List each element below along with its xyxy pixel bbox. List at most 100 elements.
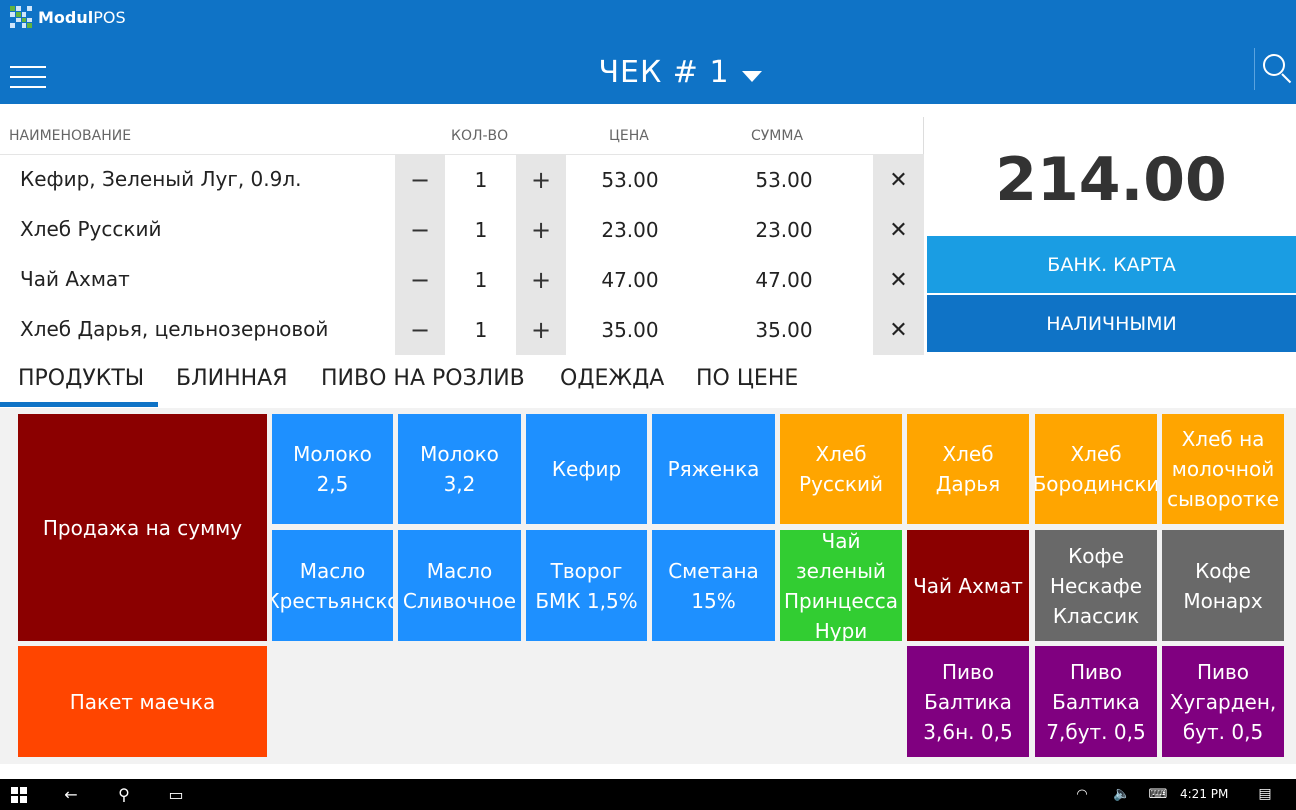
hamburger-menu-icon[interactable] (10, 66, 46, 90)
product-tile-label: Сметана 15% (668, 558, 759, 613)
wifi-icon[interactable]: ◠ (1076, 786, 1088, 802)
increase-qty-button[interactable]: + (516, 305, 566, 355)
taskbar-clock[interactable]: 4:21 PM (1180, 787, 1229, 801)
item-price: 35.00 (601, 318, 659, 342)
product-tile-label: Пиво Балтика 7,бут. 0,5 (1046, 659, 1146, 744)
product-tile-label: Пакет маечка (69, 689, 216, 714)
chevron-down-icon (741, 70, 762, 82)
pay-by-card-button[interactable]: БАНК. КАРТА (927, 236, 1296, 293)
product-tile[interactable]: Хлеб Русский (780, 414, 902, 524)
item-qty: 1 (474, 268, 488, 292)
increase-qty-button[interactable]: + (516, 205, 566, 255)
product-tile[interactable]: Продажа на сумму (18, 414, 267, 641)
remove-item-button[interactable]: ✕ (873, 255, 924, 305)
item-sum: 35.00 (755, 318, 813, 342)
decrease-qty-button[interactable]: − (395, 205, 445, 255)
windows-start-icon[interactable] (11, 787, 27, 803)
product-tile[interactable]: Сметана 15% (652, 530, 775, 641)
product-tile[interactable]: Хлеб Бородински (1035, 414, 1157, 524)
active-tab-indicator (0, 402, 158, 407)
product-tile[interactable]: Пиво Хугарден, бут. 0,5 (1162, 646, 1284, 757)
product-tile[interactable]: Хлеб Дарья (907, 414, 1029, 524)
item-price: 23.00 (601, 218, 659, 242)
product-tile[interactable]: Кофе Монарх (1162, 530, 1284, 641)
item-qty: 1 (474, 318, 488, 342)
product-tile-label: Хлеб Русский (799, 442, 883, 496)
tab-pancakes[interactable]: БЛИННАЯ (176, 366, 288, 391)
item-sum: 47.00 (755, 268, 813, 292)
taskbar-search-icon[interactable]: ⚲ (118, 784, 130, 804)
product-tile-label: Ряженка (667, 457, 760, 481)
item-price: 53.00 (601, 168, 659, 192)
item-name: Чай Ахмат (20, 267, 130, 291)
windows-taskbar: ← ⚲ ▭ ◠ 🔈 ⌨ 4:21 PM ▤ (0, 779, 1296, 810)
tab-by-price[interactable]: ПО ЦЕНЕ (696, 366, 799, 391)
product-tile[interactable]: Пакет маечка (18, 646, 267, 757)
task-view-icon[interactable]: ▭ (168, 784, 184, 804)
check-title: ЧЕК # 1 (598, 54, 730, 90)
item-qty: 1 (474, 218, 488, 242)
item-name: Хлеб Дарья, цельнозерновой (20, 317, 329, 341)
decrease-qty-button[interactable]: − (395, 255, 445, 305)
product-tile[interactable]: Масло Крестьянско (272, 530, 393, 641)
product-tile[interactable]: Хлеб на молочной сыворотке (1162, 414, 1284, 524)
product-tile-label: Творог БМК 1,5% (535, 558, 638, 613)
product-tile[interactable]: Молоко 3,2 (398, 414, 521, 524)
product-tile-label: Чай Ахмат (913, 573, 1023, 598)
column-header-qty: КОЛ-ВО (451, 128, 509, 144)
total-amount: 214.00 (995, 145, 1227, 215)
product-tile-label: Пиво Хугарден, бут. 0,5 (1169, 659, 1277, 744)
product-tile-label: Хлеб на молочной сыворотке (1167, 427, 1279, 511)
check-selector[interactable]: ЧЕК # 1 (560, 50, 800, 94)
increase-qty-button[interactable]: + (516, 255, 566, 305)
product-tile-label: Масло Крестьянско (272, 558, 393, 613)
product-tile[interactable]: Кофе Нескафе Классик (1035, 530, 1157, 641)
product-tile[interactable]: Чай Ахмат (907, 530, 1029, 641)
tab-draft-beer[interactable]: ПИВО НА РОЗЛИВ (321, 366, 525, 391)
item-sum: 53.00 (755, 168, 813, 192)
remove-item-button[interactable]: ✕ (873, 155, 924, 205)
increase-qty-button[interactable]: + (516, 155, 566, 205)
table-row: Хлеб Дарья, цельнозерновой − 1 +35.00 35.00 ✕ (0, 305, 924, 355)
receipt-rows: Кефир, Зеленый Луг, 0.9л. −1 +53.00 53.00 ✕ Х… (0, 155, 924, 355)
pay-by-cash-button[interactable]: НАЛИЧНЫМИ (927, 295, 1296, 352)
product-grid: Продажа на сумму Молоко 2,5 Молоко 3,2 Кефи… (0, 408, 1296, 764)
item-price: 47.00 (601, 268, 659, 292)
product-tile-label: Кофе Нескафе Классик (1049, 543, 1143, 628)
search-icon[interactable] (1254, 48, 1296, 90)
column-header-price: ЦЕНА (609, 128, 649, 144)
tab-clothing[interactable]: ОДЕЖДА (560, 366, 665, 391)
keyboard-icon[interactable]: ⌨ (1148, 786, 1168, 802)
product-tile[interactable]: Молоко 2,5 (272, 414, 393, 524)
table-row: Чай Ахмат − 1 +47.00 47.00 ✕ (0, 255, 924, 305)
notifications-icon[interactable]: ▤ (1258, 786, 1272, 802)
decrease-qty-button[interactable]: − (395, 305, 445, 355)
table-row: Хлеб Русский − 1 +23.00 23.00 ✕ (0, 205, 924, 255)
item-sum: 23.00 (755, 218, 813, 242)
receipt-table: НАИМЕНОВАНИЕ КОЛ-ВО ЦЕНА СУММА Кефир, Зе… (0, 117, 924, 355)
product-tile[interactable]: Масло Сливочное (398, 530, 521, 641)
product-tile[interactable]: Чай зеленый Принцесса Нури (780, 530, 902, 641)
item-name: Кефир, Зеленый Луг, 0.9л. (20, 167, 302, 191)
product-tile[interactable]: Ряженка (652, 414, 775, 524)
back-arrow-icon[interactable]: ← (64, 784, 78, 804)
product-tile-label: Кефир (551, 457, 622, 481)
product-tile-label: Кофе Монарх (1183, 558, 1263, 613)
app-header: ModulPOS ЧЕК # 1 (0, 0, 1296, 104)
product-tile-label: Продажа на сумму (42, 515, 243, 540)
product-tile[interactable]: Пиво Балтика 7,бут. 0,5 (1035, 646, 1157, 757)
volume-icon[interactable]: 🔈 (1113, 786, 1131, 802)
product-tile[interactable]: Кефир (526, 414, 647, 524)
category-tabs: ПРОДУКТЫ БЛИННАЯ ПИВО НА РОЗЛИВ ОДЕЖДА П… (0, 356, 1296, 408)
product-tile-label: Пиво Балтика 3,6н. 0,5 (923, 659, 1013, 744)
remove-item-button[interactable]: ✕ (873, 205, 924, 255)
product-tile[interactable]: Пиво Балтика 3,6н. 0,5 (907, 646, 1029, 757)
remove-item-button[interactable]: ✕ (873, 305, 924, 355)
tab-products[interactable]: ПРОДУКТЫ (18, 366, 145, 391)
column-header-name: НАИМЕНОВАНИЕ (9, 128, 132, 144)
product-tile[interactable]: Творог БМК 1,5% (526, 530, 647, 641)
product-tile-label: Молоко 2,5 (293, 442, 372, 496)
modulpos-logo-icon (10, 6, 32, 28)
decrease-qty-button[interactable]: − (395, 155, 445, 205)
product-tile-label: Масло Сливочное (402, 558, 517, 613)
